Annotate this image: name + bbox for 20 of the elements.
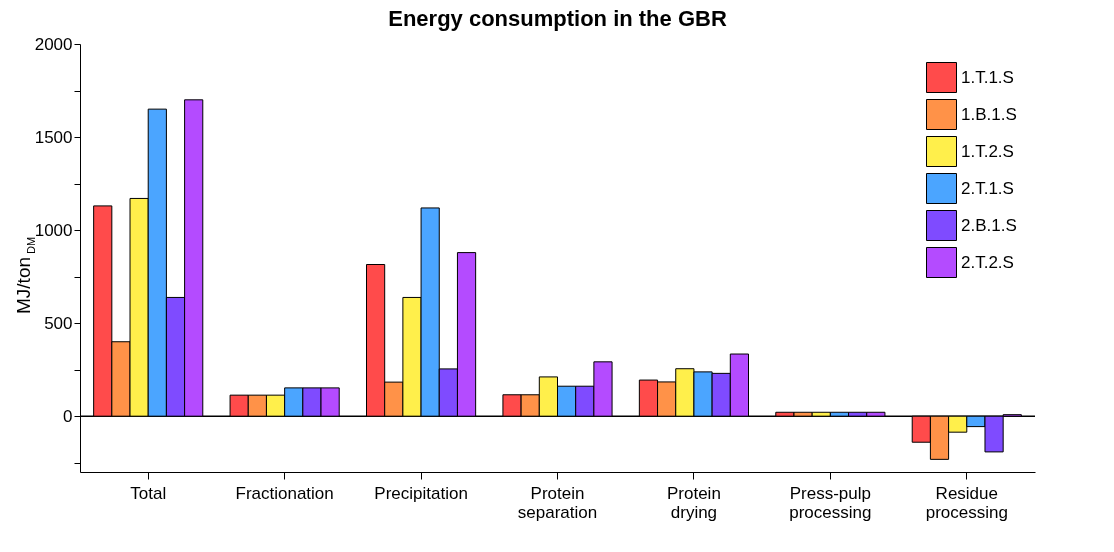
y-tick-label: 1000 — [34, 220, 73, 240]
y-tick-label: 2000 — [34, 34, 73, 54]
legend-label: 2.T.2.S — [961, 252, 1014, 272]
x-tick-label: Fractionation — [235, 483, 334, 503]
x-tick-label: Precipitation — [374, 483, 468, 503]
x-tick-label: Residue processing — [925, 483, 1008, 522]
chart-title: Energy consumption in the GBR — [388, 6, 727, 31]
y-tick-label: 1500 — [34, 127, 73, 147]
legend-label: 1.T.1.S — [961, 67, 1014, 87]
x-tick-label: Press-pulp processing — [789, 483, 872, 522]
x-tick-label: Protein drying — [666, 483, 721, 522]
legend-label: 1.B.1.S — [961, 104, 1017, 124]
y-tick-label: 0 — [63, 406, 73, 426]
x-tick-label: Total — [130, 483, 167, 503]
y-tick-label: 500 — [44, 313, 73, 333]
legend-label: 2.B.1.S — [961, 215, 1017, 235]
legend-label: 1.T.2.S — [961, 141, 1014, 161]
y-axis-title: MJ/tonDM — [13, 236, 37, 314]
x-tick-label: Protein separation — [517, 483, 598, 522]
legend-label: 2.T.1.S — [961, 178, 1014, 198]
